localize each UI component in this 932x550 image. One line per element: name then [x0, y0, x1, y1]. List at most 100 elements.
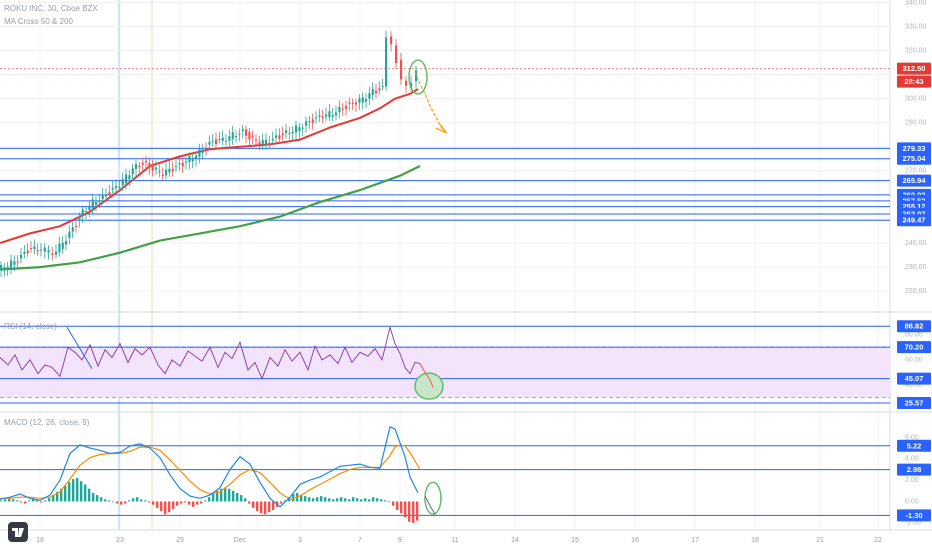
macd-histogram-bar — [92, 492, 95, 502]
candle-body — [95, 202, 98, 205]
candle-body — [58, 243, 61, 253]
macd-histogram-bar — [284, 500, 287, 502]
candle-body — [385, 37, 388, 87]
price-level-tag: 275.04 — [903, 154, 927, 163]
macd-histogram-bar — [248, 501, 251, 504]
candle-body — [151, 166, 154, 171]
candle-body — [138, 165, 141, 168]
candle-body — [295, 125, 298, 133]
candle-body — [118, 186, 121, 188]
price-level-tag: 260.03 — [903, 190, 926, 199]
macd-histogram-bar — [196, 501, 199, 505]
candle-body — [285, 130, 288, 133]
candle-body — [221, 137, 224, 141]
candle-body — [23, 252, 26, 255]
candle-body — [81, 209, 84, 216]
price-axis-tick-label: 240.00 — [905, 240, 927, 247]
candle-body — [328, 111, 331, 118]
candle-body — [410, 82, 413, 88]
macd-histogram-bar — [100, 497, 103, 502]
x-axis-label: 9 — [398, 537, 402, 544]
candle-body — [188, 155, 191, 163]
macd-histogram-bar — [404, 501, 407, 518]
candle-body — [20, 254, 23, 259]
macd-histogram-bar — [96, 495, 99, 502]
price-axis-tick-label: 330.00 — [905, 23, 927, 30]
candle-body — [381, 86, 384, 88]
countdown-tag: 28:43 — [904, 77, 923, 86]
candle-body — [68, 231, 71, 239]
candle-body — [145, 160, 148, 163]
candle-body — [98, 200, 101, 203]
x-axis-label: 3 — [298, 537, 302, 544]
macd-highlight-circle — [424, 481, 442, 516]
macd-histogram-bar — [168, 501, 171, 513]
macd-histogram-bar — [256, 501, 259, 512]
candle-body — [105, 195, 108, 197]
macd-histogram-bar — [44, 500, 47, 502]
macd-histogram-bar — [236, 492, 239, 502]
x-axis-label: 18 — [36, 537, 44, 544]
macd-histogram-bar — [8, 498, 11, 502]
candle-body — [390, 36, 393, 45]
macd-histogram-bar — [344, 498, 347, 502]
macd-histogram-bar — [0, 500, 3, 502]
macd-histogram-bar — [108, 500, 111, 502]
x-axis-label: 18 — [751, 537, 759, 544]
candle-body — [0, 265, 3, 270]
x-axis-label: 14 — [511, 537, 519, 544]
macd-histogram-bar — [152, 501, 155, 505]
macd-axis-tick-label: 2.00 — [905, 477, 919, 484]
candle-body — [13, 261, 16, 265]
candle-body — [158, 171, 161, 173]
macd-histogram-bar — [412, 501, 415, 523]
macd-histogram-bar — [332, 499, 335, 502]
tradingview-logo-icon — [8, 522, 28, 542]
macd-histogram-bar — [308, 497, 311, 502]
candle-body — [141, 162, 144, 165]
rsi-line — [0, 325, 421, 381]
last-price-tag: 312.50 — [903, 64, 926, 73]
macd-histogram-bar — [68, 482, 71, 502]
candle-body — [33, 246, 36, 250]
candle-body — [125, 174, 128, 184]
candle-body — [43, 247, 46, 252]
candle-body — [301, 127, 304, 129]
macd-histogram-bar — [12, 499, 15, 502]
macd-histogram-bar — [76, 478, 79, 502]
macd-histogram-bar — [124, 501, 127, 504]
candle-body — [305, 121, 308, 126]
macd-histogram-bar — [176, 501, 179, 506]
macd-histogram-bar — [16, 500, 19, 502]
macd-histogram-bar — [192, 501, 195, 507]
candle-body — [348, 102, 351, 104]
macd-histogram-bar — [84, 484, 87, 502]
macd-histogram-bar — [140, 499, 143, 502]
candle-body — [361, 97, 364, 103]
macd-histogram-bar — [28, 500, 31, 502]
price-level-tag: 252.07 — [903, 209, 926, 218]
macd-histogram-bar — [104, 499, 107, 502]
candle-body — [165, 169, 168, 176]
candle-body — [345, 105, 348, 109]
candle-body — [71, 227, 74, 232]
candle-body — [195, 155, 198, 160]
macd-histogram-bar — [312, 498, 315, 502]
rsi-band — [0, 347, 890, 398]
macd-histogram-bar — [80, 481, 83, 502]
rsi-level-tag-bg — [897, 372, 931, 385]
candle-body — [3, 267, 6, 270]
candle-body — [181, 162, 184, 167]
price-axis-tick-label: 220.00 — [905, 288, 927, 295]
macd-level-tag: 5.22 — [907, 441, 922, 450]
macd-histogram-bar — [376, 498, 379, 502]
macd-histogram-bar — [352, 497, 355, 502]
candle-body — [415, 70, 418, 82]
candle-body — [111, 187, 114, 190]
price-level-tag-bg — [897, 214, 931, 227]
macd-histogram-bar — [324, 497, 327, 502]
candle-body — [101, 194, 104, 200]
macd-histogram-bar — [52, 495, 55, 502]
